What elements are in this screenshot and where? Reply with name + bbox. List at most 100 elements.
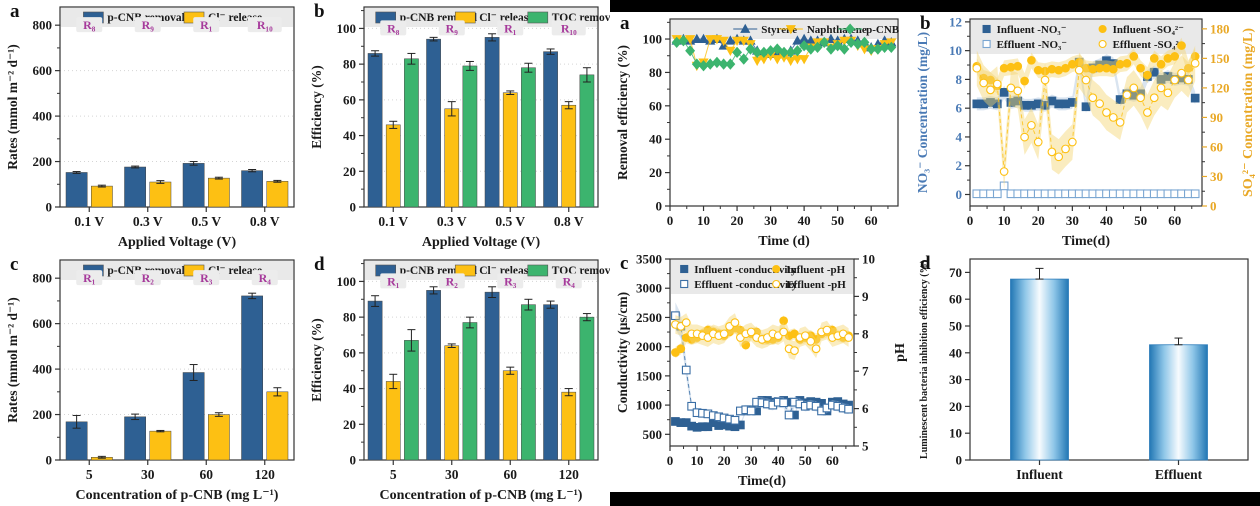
svg-text:60: 60 [343, 92, 356, 107]
chart-Rc: 500100015002000250030003500Conductivity … [615, 252, 908, 490]
panel-letter: a [620, 13, 630, 34]
svg-text:Rates (mmol m⁻² d⁻¹): Rates (mmol m⁻² d⁻¹) [5, 44, 20, 169]
svg-text:R₃: R₃ [504, 274, 517, 288]
svg-text:Time (d): Time (d) [758, 234, 810, 249]
panel-letter: c [10, 254, 19, 275]
svg-text:R₁₀: R₁₀ [561, 21, 577, 35]
svg-text:Time(d): Time(d) [738, 474, 786, 489]
svg-text:30: 30 [141, 467, 155, 482]
svg-text:500: 500 [643, 427, 663, 442]
chart-rates-vs-concentration: 0 200 400 600 800 Rates (mmol m⁻² d⁻¹) 5 30 60 12… [5, 259, 295, 503]
svg-text:p-CNB: p-CNB [866, 24, 900, 36]
chart-Lc: 0 200 400 600 800 Rates (mmol m⁻² d⁻¹) 5 30 60 12… [5, 259, 295, 503]
figure-right: a 0 20 40 60 80 100 Removal efficiency (%) 0 10 2… [610, 0, 1260, 506]
svg-text:Concentration of p-CNB (mg L⁻¹: Concentration of p-CNB (mg L⁻¹) [380, 488, 583, 503]
svg-text:20: 20 [1032, 213, 1045, 228]
svg-text:5: 5 [862, 439, 869, 454]
svg-text:Effluent: Effluent [1155, 467, 1203, 482]
svg-text:70: 70 [949, 265, 962, 280]
series-cl-release [91, 387, 289, 461]
svg-text:0: 0 [956, 187, 963, 202]
svg-text:Removal efficiency (%): Removal efficiency (%) [615, 45, 630, 180]
svg-text:0: 0 [656, 199, 663, 214]
chart-efficiency-vs-voltage: 0 20 40 60 80 100 Efficiency (%) 0.1 V 0.3 V 0.5 … [309, 6, 619, 250]
panel-letter: c [620, 253, 629, 274]
panel-letter: b [314, 1, 325, 22]
svg-text:2: 2 [956, 158, 963, 173]
svg-text:10: 10 [697, 213, 710, 228]
series-p-cnb-removal [65, 292, 263, 461]
series-p-cnb-removal [65, 161, 263, 208]
svg-text:R₈: R₈ [83, 18, 96, 32]
svg-text:Effluent -pH: Effluent -pH [786, 279, 846, 291]
svg-text:10: 10 [862, 252, 875, 267]
svg-text:Conductivity (μs/cm): Conductivity (μs/cm) [615, 292, 630, 413]
panel-right-c: c 500 1000 1500 2000 2500 3000 3500 Conductivit… [612, 252, 912, 492]
svg-text:20: 20 [649, 165, 662, 180]
svg-text:4: 4 [956, 129, 963, 144]
svg-text:400: 400 [33, 362, 53, 377]
svg-text:Influent: Influent [1016, 467, 1063, 482]
series-toc-removal [404, 298, 595, 461]
svg-text:20: 20 [949, 399, 962, 414]
chart-bacteria-inhibition: 0 10 20 30 40 50 60 70 Luminescent bacteria inhi… [919, 258, 1249, 482]
chart-Lb: 0 20 40 60 80 100 Efficiency (%) 0.1 V 0.3 V 0.5 … [309, 6, 619, 250]
series-cl-release [385, 343, 577, 461]
svg-text:20: 20 [731, 213, 744, 228]
panel-letter: a [10, 1, 20, 22]
svg-text:10: 10 [998, 213, 1011, 228]
svg-text:5: 5 [390, 467, 397, 482]
svg-text:R₁: R₁ [387, 274, 400, 288]
svg-text:Applied Voltage (V): Applied Voltage (V) [118, 235, 237, 250]
series-influent-so- [972, 37, 1200, 94]
svg-text:Concentration of p-CNB (mg L⁻¹: Concentration of p-CNB (mg L⁻¹) [76, 488, 279, 503]
svg-text:Efficiency (%): Efficiency (%) [309, 65, 324, 149]
svg-text:0.1 V: 0.1 V [74, 214, 104, 229]
svg-text:800: 800 [33, 18, 53, 33]
svg-text:60: 60 [826, 453, 839, 468]
svg-text:120: 120 [1210, 80, 1230, 95]
svg-text:3000: 3000 [636, 281, 662, 296]
svg-text:0: 0 [1210, 199, 1217, 214]
svg-text:50: 50 [831, 213, 844, 228]
panel-left-b: b 0 20 40 60 80 100 Efficiency (%) 0.1 V 0.3 V 0.… [306, 0, 619, 253]
svg-text:R₄: R₄ [563, 274, 576, 288]
svg-text:Luminescent bacteria inhibitio: Luminescent bacteria inhibition efficien… [919, 260, 930, 459]
svg-text:6: 6 [862, 401, 869, 416]
svg-text:Efficiency (%): Efficiency (%) [309, 318, 324, 402]
svg-text:8: 8 [862, 326, 869, 341]
svg-text:3500: 3500 [636, 252, 662, 267]
series-cl-release [91, 176, 289, 208]
svg-text:0.5 V: 0.5 V [191, 214, 221, 229]
svg-text:800: 800 [33, 271, 53, 286]
svg-text:60: 60 [1210, 139, 1223, 154]
svg-text:60: 60 [949, 292, 962, 307]
chart-Rd: 0 10 20 30 40 50 60 70 Luminescent bacteria inhi… [919, 258, 1249, 482]
svg-text:R₁: R₁ [504, 21, 517, 35]
panel-left-a: a 0 200 400 600 800 Rates (mmol m⁻² d⁻¹) 0.1 V… [2, 0, 306, 253]
svg-text:0.5 V: 0.5 V [495, 214, 525, 229]
chart-Ld: 0 20 40 60 80 100 Efficiency (%) 5 30 60 120 Concen… [309, 259, 619, 503]
svg-text:20: 20 [343, 164, 356, 179]
chart-removal-efficiency-time: 0 20 40 60 80 100 Removal efficiency (%) 0 10 20 3… [615, 18, 900, 249]
svg-text:R₉: R₉ [142, 18, 155, 32]
svg-text:40: 40 [343, 128, 356, 143]
svg-text:60: 60 [504, 467, 518, 482]
svg-text:0.8 V: 0.8 V [554, 214, 584, 229]
svg-text:0.8 V: 0.8 V [250, 214, 280, 229]
svg-text:NO₃⁻ Concentration (mg/L): NO₃⁻ Concentration (mg/L) [915, 32, 930, 193]
svg-text:100: 100 [337, 21, 357, 36]
svg-text:8: 8 [956, 72, 963, 87]
svg-text:10: 10 [949, 43, 962, 58]
svg-text:2500: 2500 [636, 310, 662, 325]
series-toc-removal [404, 52, 595, 208]
svg-text:Cl⁻ release: Cl⁻ release [208, 265, 262, 277]
svg-text:6: 6 [956, 101, 963, 116]
svg-text:R₁: R₁ [200, 18, 213, 32]
svg-text:Influent -conductivity: Influent -conductivity [694, 264, 797, 276]
series-effluent-conductivity [671, 302, 853, 425]
top-black-bar [610, 0, 1260, 12]
series-p-cnb-removal [367, 33, 558, 208]
svg-text:600: 600 [33, 316, 53, 331]
svg-text:60: 60 [343, 345, 356, 360]
